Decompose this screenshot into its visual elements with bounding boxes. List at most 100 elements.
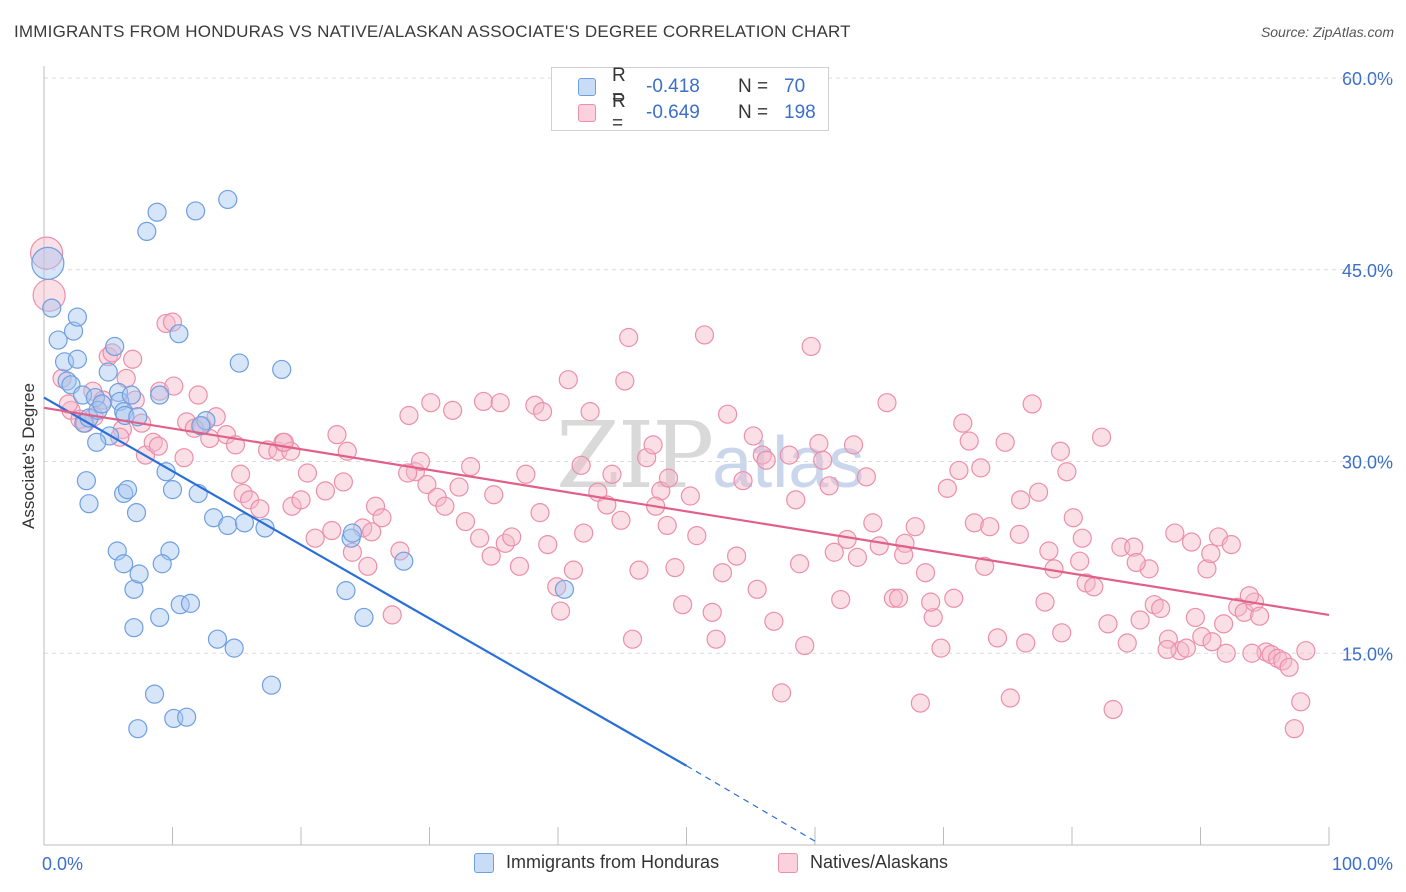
natives-point — [1221, 534, 1241, 555]
honduras-point — [76, 471, 97, 491]
natives-point — [443, 400, 463, 420]
natives-point — [786, 490, 806, 510]
bottom-legend-natives: Natives/Alaskans — [778, 852, 948, 873]
legend-r-value: -0.418 — [646, 76, 700, 97]
natives-point — [843, 435, 864, 455]
natives-point — [342, 542, 362, 562]
natives-point — [1250, 606, 1270, 626]
honduras-point — [342, 523, 362, 543]
natives-point — [365, 496, 386, 516]
natives-point — [1039, 541, 1059, 561]
natives-point — [1091, 427, 1112, 447]
natives-point — [164, 376, 184, 396]
natives-point — [390, 541, 410, 561]
natives-point — [702, 602, 722, 622]
natives-point — [291, 490, 311, 510]
legend-r-label: R = — [612, 65, 626, 108]
chart-source: Source: ZipAtlas.com — [1260, 24, 1394, 40]
natives-point — [1284, 719, 1304, 739]
x-tick-label: 100.0% — [1332, 854, 1393, 874]
natives-point — [98, 347, 118, 367]
natives-point — [1279, 657, 1299, 677]
natives-point — [372, 508, 392, 528]
honduras-point — [128, 719, 148, 739]
legend-r-value: -0.649 — [646, 102, 700, 123]
honduras-point — [147, 202, 167, 222]
honduras-point — [48, 330, 68, 350]
bottom-legend-honduras: Immigrants from Honduras — [474, 852, 719, 873]
y-tick-label: 60.0% — [1342, 69, 1393, 89]
honduras-point — [162, 480, 183, 500]
honduras-point — [261, 675, 282, 695]
natives-point — [1063, 508, 1083, 528]
natives-point — [831, 589, 851, 610]
natives-point — [809, 434, 829, 454]
natives-point — [964, 513, 984, 533]
natives-point — [502, 527, 522, 547]
natives-point — [931, 638, 951, 658]
natives-point — [894, 545, 914, 565]
y-tick-label: 45.0% — [1342, 261, 1393, 281]
natives-point — [206, 407, 226, 427]
natives-point — [417, 474, 437, 495]
natives-point — [658, 468, 679, 488]
honduras-point — [117, 480, 138, 500]
natives-point — [888, 588, 909, 608]
honduras-point — [67, 349, 88, 369]
natives-point — [923, 607, 943, 628]
natives-point — [1181, 532, 1202, 552]
natives-point — [382, 605, 402, 625]
honduras-point — [98, 362, 118, 382]
chart-title: IMMIGRANTS FROM HONDURAS VS NATIVE/ALASK… — [14, 22, 851, 41]
honduras-point — [124, 579, 144, 599]
natives-point — [1201, 543, 1221, 564]
natives-point — [490, 393, 510, 413]
natives-point — [615, 371, 635, 391]
natives-point — [795, 635, 815, 656]
legend-n-label: N = — [738, 76, 769, 97]
honduras-point — [105, 336, 125, 357]
honduras-point — [150, 607, 170, 628]
honduras-point — [272, 359, 292, 380]
honduras-point — [554, 579, 575, 599]
natives-point — [1009, 524, 1029, 544]
natives-point — [231, 464, 251, 484]
legend-n-value: 198 — [784, 102, 816, 123]
correlation-legend: R = -0.418 N = 70 R = -0.649 N = 198 — [551, 65, 829, 134]
natives-point — [1197, 559, 1217, 579]
natives-point — [971, 458, 991, 478]
honduras-point — [150, 385, 170, 405]
natives-point — [398, 463, 418, 483]
y-tick-label: 15.0% — [1342, 644, 1393, 664]
natives-point — [484, 485, 504, 505]
natives-point — [174, 448, 194, 468]
natives-point — [944, 588, 964, 608]
natives-point — [148, 436, 168, 456]
natives-point — [779, 445, 799, 465]
natives-point — [1192, 627, 1212, 647]
watermark-zip: ZIP — [556, 402, 714, 509]
honduras-point — [124, 618, 144, 638]
natives-point — [673, 595, 693, 615]
natives-point — [915, 563, 936, 583]
natives-point — [1158, 629, 1178, 649]
natives-point — [1022, 394, 1042, 414]
natives-point — [856, 467, 877, 487]
natives-point — [1072, 528, 1092, 548]
natives-point — [315, 481, 336, 501]
natives-point — [470, 528, 490, 548]
honduras-point — [336, 581, 356, 601]
natives-point — [995, 432, 1015, 452]
natives-point — [1057, 462, 1077, 482]
natives-point — [481, 546, 501, 566]
natives-point — [771, 683, 792, 703]
natives-point — [764, 611, 784, 631]
natives-point — [1216, 643, 1236, 663]
natives-point — [297, 463, 318, 483]
natives-point — [706, 629, 726, 649]
natives-point — [622, 629, 643, 649]
natives-point — [1126, 552, 1146, 573]
natives-point — [574, 523, 594, 543]
natives-point — [1124, 537, 1144, 557]
natives-point — [1185, 607, 1205, 628]
